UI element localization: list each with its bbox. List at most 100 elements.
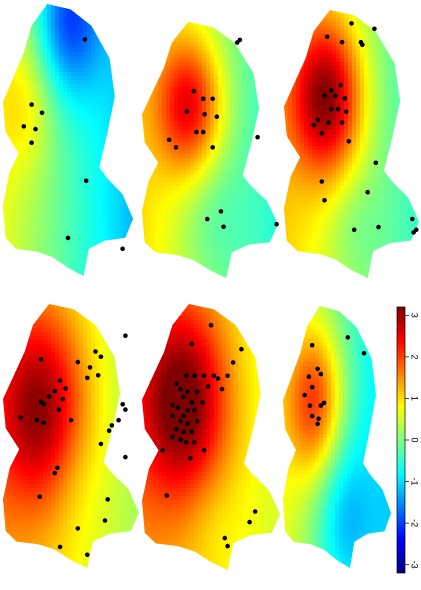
observation-point	[306, 374, 312, 380]
observation-point	[82, 37, 88, 42]
observation-point	[98, 354, 104, 360]
observation-point	[333, 93, 338, 99]
colorbar-ticks: 3 2 1 0 -1 -2 -3	[405, 313, 420, 569]
observation-point	[34, 417, 40, 423]
observation-point	[315, 421, 320, 427]
observation-point	[178, 418, 183, 424]
map-panel-3	[284, 10, 419, 278]
observation-point	[63, 386, 68, 391]
observation-point	[201, 373, 207, 379]
observation-point	[376, 224, 381, 230]
observation-point	[346, 139, 352, 144]
observation-point	[318, 371, 324, 377]
colorbar-tick-label: -3	[410, 561, 420, 569]
observation-point	[322, 93, 327, 99]
observation-point	[315, 117, 321, 123]
observation-point	[75, 359, 81, 365]
observation-points	[21, 37, 125, 252]
observation-point	[57, 544, 63, 550]
observation-point	[247, 519, 252, 525]
observation-point	[222, 535, 228, 541]
observation-point	[194, 129, 199, 135]
observation-point	[181, 413, 186, 419]
observation-point	[210, 145, 215, 150]
observation-point	[200, 400, 205, 405]
observation-point	[56, 407, 62, 412]
observation-point	[57, 378, 63, 383]
observation-point	[183, 373, 189, 379]
observation-points	[302, 335, 367, 427]
observation-point	[208, 323, 214, 328]
map-panel-6	[283, 306, 391, 568]
observation-point	[342, 96, 348, 101]
observation-point	[315, 366, 320, 372]
observation-point	[21, 124, 27, 129]
observation-points	[166, 37, 279, 230]
observation-point	[189, 341, 194, 347]
map-panel-2	[142, 22, 279, 278]
observation-point	[373, 160, 379, 166]
colorbar-legend: 3 2 1 0 -1 -2 -3	[396, 306, 420, 574]
surface-raster	[142, 304, 280, 570]
observation-point	[211, 373, 217, 379]
observation-point	[85, 375, 90, 381]
observation-point	[309, 384, 315, 390]
observation-point	[85, 552, 90, 558]
observation-point	[173, 145, 179, 150]
observation-point	[170, 434, 175, 440]
observation-points	[311, 21, 419, 235]
observation-point	[343, 109, 349, 115]
observation-point	[239, 346, 244, 352]
observation-point	[98, 441, 104, 447]
observation-point	[360, 42, 365, 48]
observation-point	[93, 349, 98, 354]
observation-point	[123, 454, 128, 460]
observation-point	[194, 389, 200, 395]
observation-point	[191, 88, 196, 94]
observation-point	[189, 429, 194, 435]
colorbar-tick-label: -1	[410, 478, 420, 486]
colorbar-tick-label: 1	[410, 396, 420, 401]
observation-point	[205, 384, 211, 389]
observation-point	[205, 216, 210, 222]
colorbar-tick-label: 0	[410, 437, 420, 442]
observation-point	[339, 120, 345, 125]
observation-point	[185, 389, 190, 395]
observation-point	[372, 26, 377, 32]
observation-point	[52, 470, 57, 476]
observation-point	[164, 493, 170, 498]
observation-point	[365, 189, 371, 195]
observation-point	[65, 235, 71, 241]
colorbar-tick-label: 3	[410, 313, 420, 318]
observation-point	[218, 209, 224, 214]
observation-point	[192, 373, 197, 379]
observation-point	[174, 381, 179, 387]
map-panel-4	[3, 304, 139, 568]
observation-point	[174, 426, 179, 432]
observation-point	[200, 129, 206, 135]
observation-point	[95, 373, 101, 378]
observation-point	[324, 34, 330, 40]
observation-point	[351, 227, 357, 233]
observation-point	[316, 416, 321, 422]
observation-point	[252, 509, 258, 514]
observation-point	[184, 109, 190, 114]
observation-point	[307, 403, 313, 408]
observation-point	[38, 357, 44, 362]
observation-point	[46, 394, 52, 399]
observation-point	[411, 230, 416, 235]
observation-point	[225, 543, 230, 549]
map-panel-1	[3, 4, 133, 276]
map-panel-5	[142, 304, 280, 570]
observation-point	[234, 40, 240, 45]
observation-point	[175, 405, 181, 411]
observation-point	[192, 440, 197, 445]
colorbar-tick-label: 2	[410, 354, 420, 359]
observation-point	[230, 360, 236, 365]
observation-point	[200, 96, 206, 102]
observation-point	[329, 106, 334, 112]
observation-point	[410, 216, 415, 222]
observation-point	[170, 413, 175, 419]
observation-point	[166, 137, 172, 143]
